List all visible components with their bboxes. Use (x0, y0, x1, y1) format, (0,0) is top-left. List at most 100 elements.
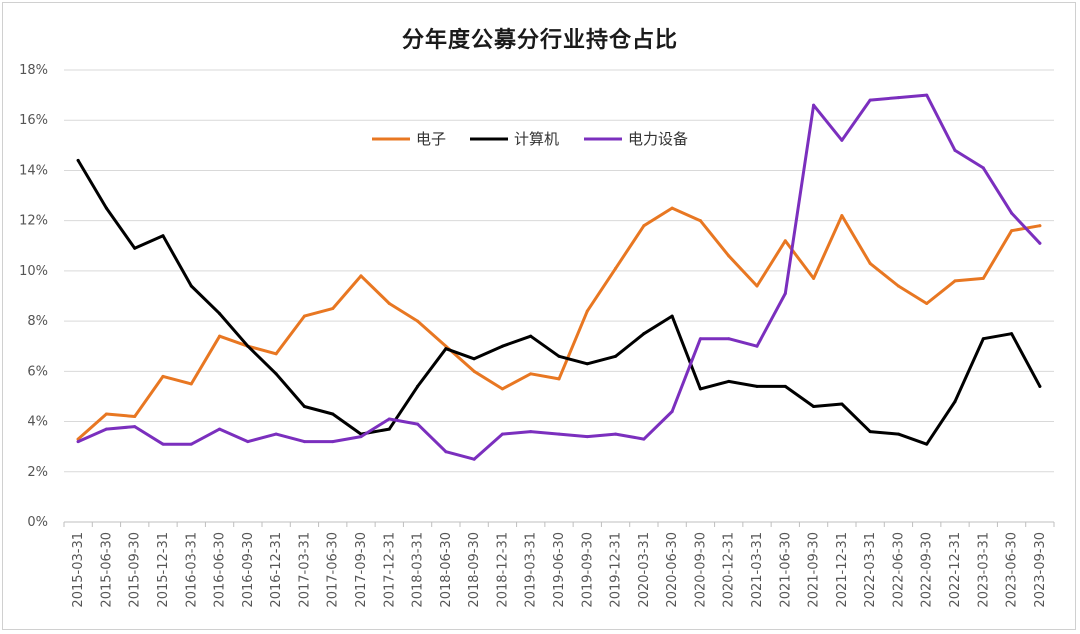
data-point (302, 404, 306, 408)
y-tick-label: 8% (27, 314, 48, 329)
data-point (642, 437, 646, 441)
data-point (359, 435, 363, 439)
data-point (529, 430, 533, 434)
data-point (331, 440, 335, 444)
x-tick-label: 2019-06-30 (552, 532, 567, 608)
data-point (387, 427, 391, 431)
data-point (840, 138, 844, 142)
data-point (416, 422, 420, 426)
y-tick-label: 0% (27, 515, 48, 530)
x-tick-label: 2018-12-31 (495, 532, 510, 608)
x-tick-label: 2022-09-30 (920, 532, 935, 608)
data-point (925, 302, 929, 306)
data-point (953, 148, 957, 152)
data-point (444, 344, 448, 348)
gridlines (64, 69, 1054, 473)
x-tick-label: 2021-03-31 (750, 532, 765, 608)
data-point (925, 93, 929, 97)
data-point (585, 309, 589, 313)
x-tick-label: 2022-03-31 (863, 532, 878, 608)
x-tick-label: 2016-12-31 (269, 532, 284, 608)
x-tick-label: 2017-12-31 (382, 532, 397, 608)
data-point (585, 435, 589, 439)
data-point (1038, 384, 1042, 388)
x-tick-label: 2016-09-30 (241, 532, 256, 608)
data-point (585, 362, 589, 366)
x-tick-label: 2015-12-31 (156, 532, 171, 608)
series-line-2 (76, 93, 1042, 461)
data-point (104, 412, 108, 416)
x-tick-label: 2018-06-30 (439, 532, 454, 608)
x-tick-label: 2022-06-30 (891, 532, 906, 608)
data-point (331, 412, 335, 416)
data-point (953, 399, 957, 403)
legend-label-2: 电力设备 (628, 130, 688, 148)
y-tick-label: 18% (19, 63, 48, 78)
data-point (1038, 241, 1042, 245)
data-point (812, 276, 816, 280)
data-point (387, 417, 391, 421)
data-point (557, 432, 561, 436)
x-tick-label: 2021-12-31 (835, 532, 850, 608)
data-point (670, 314, 674, 318)
data-point (868, 261, 872, 265)
data-point (274, 372, 278, 376)
y-tick-label: 14% (19, 163, 48, 178)
data-point (1038, 224, 1042, 228)
data-point (614, 354, 618, 358)
data-point (925, 442, 929, 446)
data-point (274, 432, 278, 436)
x-tick-label: 2023-03-31 (976, 532, 991, 608)
data-point (812, 103, 816, 107)
data-point (896, 96, 900, 100)
data-point (189, 284, 193, 288)
data-point (981, 276, 985, 280)
data-point (302, 314, 306, 318)
data-point (161, 374, 165, 378)
data-point (783, 384, 787, 388)
y-tick-label: 6% (27, 364, 48, 379)
data-point (755, 344, 759, 348)
data-point (500, 432, 504, 436)
x-tick-label: 2015-09-30 (128, 532, 143, 608)
data-point (472, 369, 476, 373)
x-tick-label: 2017-03-31 (297, 532, 312, 608)
data-point (529, 334, 533, 338)
x-tick-label: 2021-06-30 (778, 532, 793, 608)
y-tick-label: 16% (19, 113, 48, 128)
x-tick-label: 2020-09-30 (693, 532, 708, 608)
y-tick-label: 2% (27, 465, 48, 480)
data-point (500, 344, 504, 348)
data-point (953, 279, 957, 283)
data-point (104, 206, 108, 210)
x-tick-label: 2016-06-30 (213, 532, 228, 608)
data-point (981, 337, 985, 341)
x-tick-label: 2020-12-31 (722, 532, 737, 608)
x-tick-label: 2020-03-31 (637, 532, 652, 608)
data-point (302, 440, 306, 444)
x-tick-label: 2022-12-31 (948, 532, 963, 608)
data-point (76, 440, 80, 444)
x-tick-label: 2017-09-30 (354, 532, 369, 608)
data-point (472, 457, 476, 461)
data-point (783, 239, 787, 243)
x-tick-label: 2017-06-30 (326, 532, 341, 608)
x-tick-label: 2019-03-31 (524, 532, 539, 608)
data-point (614, 266, 618, 270)
data-point (529, 372, 533, 376)
y-tick-label: 4% (27, 415, 48, 430)
data-point (670, 206, 674, 210)
data-point (133, 425, 137, 429)
series-line-1 (76, 158, 1042, 446)
data-point (1010, 229, 1014, 233)
data-point (387, 302, 391, 306)
data-point (981, 166, 985, 170)
data-point (557, 354, 561, 358)
data-point (246, 440, 250, 444)
data-point (161, 234, 165, 238)
data-point (698, 219, 702, 223)
data-point (812, 404, 816, 408)
data-point (274, 352, 278, 356)
data-point (840, 214, 844, 218)
